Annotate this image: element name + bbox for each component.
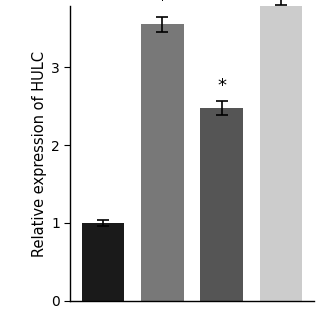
- Bar: [260, 0, 302, 301]
- Bar: [82, 223, 124, 301]
- Bar: [200, 108, 243, 301]
- Y-axis label: Relative expression of HULC: Relative expression of HULC: [32, 51, 47, 257]
- Text: *: *: [217, 77, 226, 95]
- Bar: [141, 24, 184, 301]
- Text: *: *: [158, 0, 167, 10]
